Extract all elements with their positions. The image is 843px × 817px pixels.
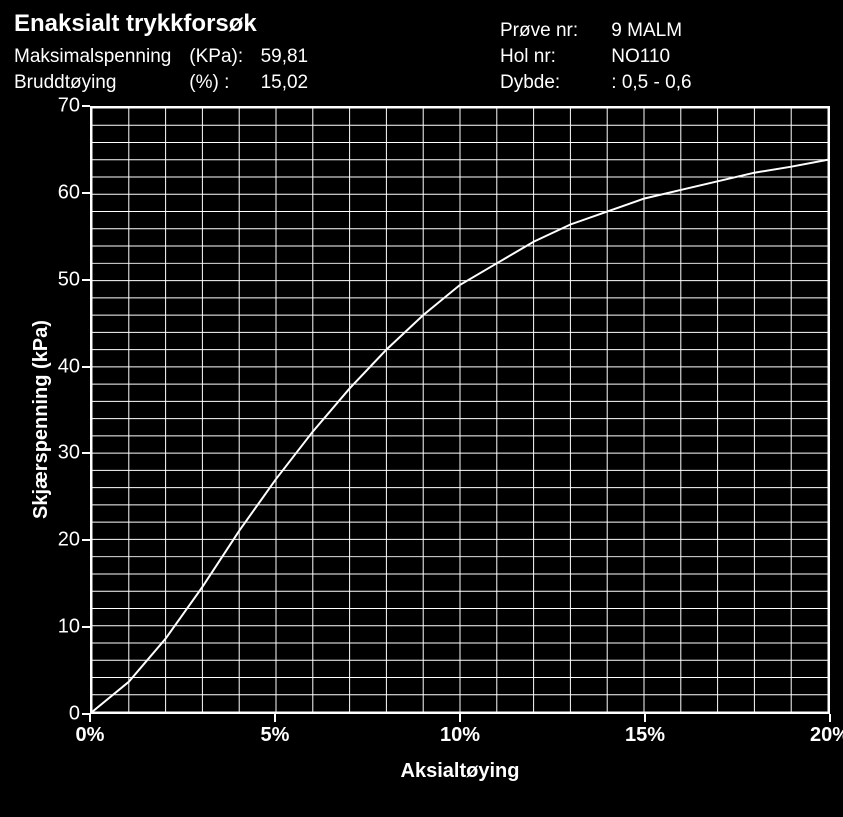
y-axis-title: Skjærspenning (kPa) (30, 321, 53, 520)
meta-hole-no-value: NO110 (611, 44, 670, 70)
x-tick-mark (89, 714, 91, 722)
x-tick-mark (459, 714, 461, 722)
meta-max-stress-value: 59,81 (261, 44, 309, 70)
x-tick-label: 0% (76, 724, 105, 747)
y-tick-label: 30 (40, 442, 80, 465)
y-tick-label: 50 (40, 268, 80, 291)
meta-sample-no-label: Prøve nr: (500, 18, 600, 44)
y-tick-label: 40 (40, 355, 80, 378)
chart-title: Enaksialt trykkforsøk (14, 10, 829, 38)
y-tick-mark (82, 626, 90, 628)
meta-depth-label: Dybde: (500, 70, 600, 96)
header-right-meta: Prøve nr: 9 MALM Hol nr: NO110 Dybde: : … (500, 18, 692, 96)
chart-plot-area (90, 106, 830, 714)
y-tick-label: 0 (40, 703, 80, 726)
meta-max-stress-unit: (KPa): (189, 44, 249, 70)
y-tick-mark (82, 192, 90, 194)
chart-svg (92, 108, 828, 712)
meta-hole-no-label: Hol nr: (500, 44, 600, 70)
y-tick-mark (82, 279, 90, 281)
meta-sample-no-value: 9 MALM (611, 18, 682, 44)
header-left-meta: Maksimalspenning (KPa): 59,81 Bruddtøyin… (14, 44, 308, 96)
y-tick-mark (82, 539, 90, 541)
x-tick-label: 5% (261, 724, 290, 747)
x-tick-label: 15% (625, 724, 665, 747)
y-tick-mark (82, 105, 90, 107)
y-tick-mark (82, 366, 90, 368)
meta-depth-value: : 0,5 - 0,6 (611, 70, 691, 96)
x-tick-label: 20% (810, 724, 843, 747)
x-tick-mark (274, 714, 276, 722)
meta-failure-strain-unit: (%) : (189, 70, 249, 96)
x-tick-mark (829, 714, 831, 722)
y-tick-label: 10 (40, 616, 80, 639)
y-tick-label: 70 (40, 95, 80, 118)
y-tick-label: 60 (40, 181, 80, 204)
y-tick-label: 20 (40, 529, 80, 552)
meta-max-stress-label: Maksimalspenning (14, 44, 184, 70)
x-tick-mark (644, 714, 646, 722)
meta-failure-strain-label: Bruddtøying (14, 70, 184, 96)
meta-failure-strain-value: 15,02 (261, 70, 309, 96)
y-tick-mark (82, 452, 90, 454)
x-axis-title: Aksialtøying (401, 760, 520, 783)
x-tick-label: 10% (440, 724, 480, 747)
